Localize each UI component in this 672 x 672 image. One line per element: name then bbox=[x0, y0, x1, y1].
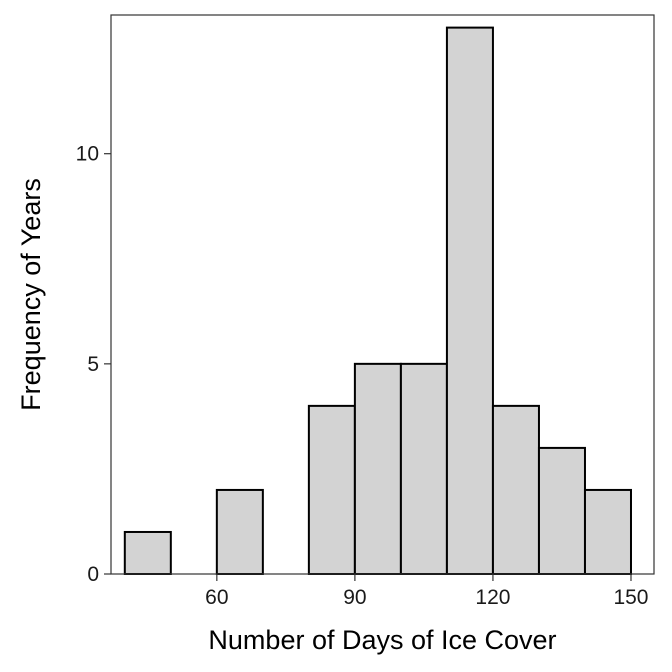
y-tick-label-0: 0 bbox=[87, 563, 99, 586]
histogram-bar-5 bbox=[353, 362, 402, 575]
y-tick-label-1: 5 bbox=[87, 353, 99, 376]
histogram-bar-0 bbox=[123, 530, 172, 575]
histogram-bar-2 bbox=[215, 488, 264, 575]
histogram-bar-8 bbox=[491, 404, 540, 575]
bars-layer bbox=[123, 26, 632, 576]
x-tick-label-1: 90 bbox=[343, 586, 366, 609]
y-tick-label-2: 10 bbox=[76, 143, 99, 166]
x-axis-title: Number of Days of Ice Cover bbox=[208, 625, 556, 655]
x-tick-label-2: 120 bbox=[475, 586, 510, 609]
histogram-bar-10 bbox=[583, 488, 632, 575]
y-axis: 0 5 10 bbox=[76, 143, 111, 586]
histogram-bar-9 bbox=[537, 446, 586, 575]
histogram-bar-6 bbox=[399, 362, 448, 575]
x-tick-label-3: 150 bbox=[613, 586, 648, 609]
x-tick-label-0: 60 bbox=[205, 586, 228, 609]
plot-panel-border bbox=[110, 14, 655, 575]
histogram-bar-4 bbox=[307, 404, 356, 575]
x-axis: 60 90 120 150 bbox=[205, 574, 649, 609]
y-axis-title: Frequency of Years bbox=[16, 178, 46, 411]
histogram-bar-7 bbox=[445, 26, 494, 576]
